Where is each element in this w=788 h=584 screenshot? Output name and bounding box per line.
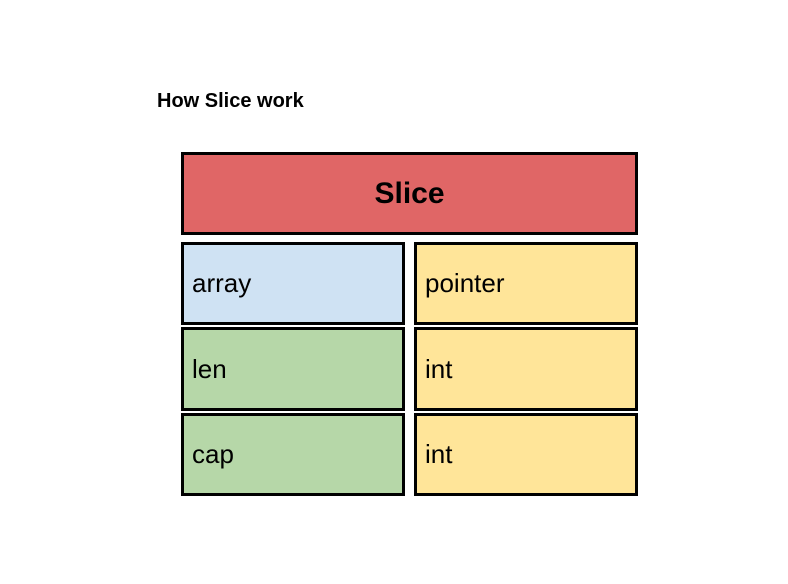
slice-header-box: Slice <box>181 152 638 235</box>
diagram-caption: How Slice work <box>157 90 304 112</box>
int-type-box: int <box>414 413 638 496</box>
pointer-type-box: pointer <box>414 242 638 325</box>
field-label: array <box>192 268 252 298</box>
type-label: int <box>425 353 453 384</box>
int-type-box: int <box>414 327 638 411</box>
type-label: int <box>425 439 453 469</box>
slice-header-label: Slice <box>374 176 445 210</box>
type-label: pointer <box>425 268 505 298</box>
field-label: len <box>192 353 227 384</box>
array-field-box: array <box>181 242 405 325</box>
len-field-box: len <box>181 327 405 411</box>
cap-field-box: cap <box>181 413 405 496</box>
field-label: cap <box>192 439 234 469</box>
